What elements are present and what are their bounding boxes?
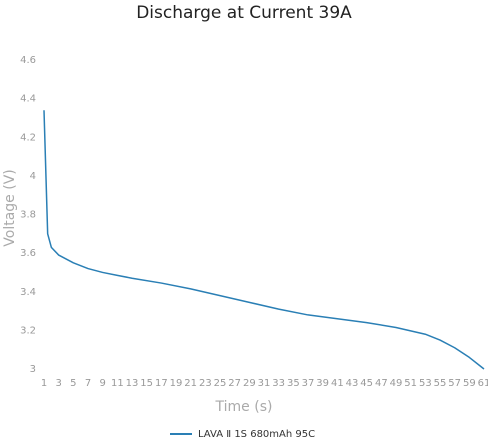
x-tick-label: 17 <box>155 378 168 389</box>
x-tick-label: 43 <box>346 378 359 389</box>
x-tick-label: 15 <box>140 378 153 389</box>
x-tick-label: 55 <box>434 378 447 389</box>
x-axis-title: Time (s) <box>215 399 273 415</box>
x-tick-label: 45 <box>360 378 373 389</box>
x-tick-label: 5 <box>70 378 76 389</box>
y-tick-label: 3.2 <box>20 325 36 336</box>
x-tick-label: 53 <box>419 378 432 389</box>
x-tick-label: 7 <box>85 378 91 389</box>
y-tick-label: 3.4 <box>20 287 36 298</box>
x-tick-label: 59 <box>463 378 476 389</box>
x-tick-label: 31 <box>258 378 271 389</box>
x-tick-label: 29 <box>243 378 256 389</box>
x-tick-label: 41 <box>331 378 344 389</box>
x-tick-label: 49 <box>390 378 403 389</box>
x-tick-label: 61 <box>478 378 488 389</box>
legend-text: LAVA Ⅱ 1S 680mAh 95C <box>198 429 315 440</box>
x-tick-label: 19 <box>170 378 183 389</box>
chart-title: Discharge at Current 39A <box>136 3 352 23</box>
x-tick-label: 51 <box>404 378 417 389</box>
y-tick-label: 4.2 <box>20 132 36 143</box>
line-series <box>43 110 485 370</box>
x-tick-label: 21 <box>184 378 197 389</box>
y-tick-label: 3 <box>30 364 36 375</box>
x-tick-label: 39 <box>316 378 329 389</box>
x-tick-label: 9 <box>99 378 105 389</box>
x-tick-label: 11 <box>111 378 124 389</box>
y-tick-label: 3.6 <box>20 248 36 259</box>
x-tick-label: 27 <box>228 378 241 389</box>
x-tick-label: 1 <box>41 378 47 389</box>
x-tick-label: 35 <box>287 378 300 389</box>
x-tick-label: 25 <box>214 378 227 389</box>
x-tick-label: 37 <box>302 378 315 389</box>
y-tick-label: 4.4 <box>20 94 36 105</box>
x-tick-label: 47 <box>375 378 388 389</box>
x-tick-label: 13 <box>126 378 139 389</box>
x-tick-label: 33 <box>272 378 285 389</box>
y-tick-label: 4 <box>30 171 36 182</box>
y-tick-label: 3.8 <box>20 210 36 221</box>
x-tick-label: 3 <box>55 378 61 389</box>
y-tick-label: 4.6 <box>20 55 36 66</box>
x-tick-label: 57 <box>448 378 461 389</box>
x-tick-label: 23 <box>199 378 212 389</box>
y-axis-title: Voltage (V) <box>2 169 18 246</box>
